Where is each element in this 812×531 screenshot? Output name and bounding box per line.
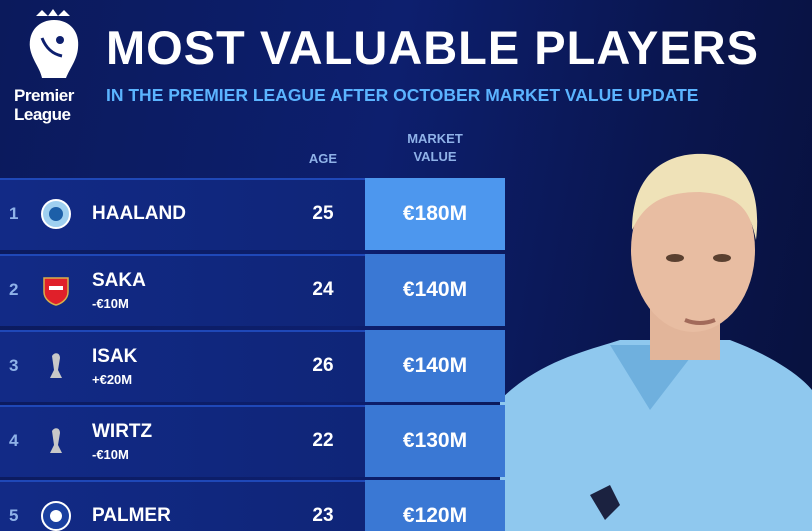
player-name: PALMER — [92, 505, 171, 526]
market-value: €130M — [365, 405, 505, 477]
player-name: SAKA — [92, 270, 146, 291]
row-background — [0, 330, 365, 402]
market-value: €140M — [365, 330, 505, 402]
league-name: Premier League — [14, 86, 74, 124]
rank: 4 — [9, 431, 19, 450]
market-value: €120M — [365, 480, 505, 531]
value-change: -€10M — [92, 296, 129, 311]
rank: 1 — [9, 204, 19, 223]
club-badge — [40, 350, 72, 382]
age: 25 — [312, 203, 334, 224]
value-change: +€20M — [92, 372, 133, 387]
club-badge — [40, 274, 72, 306]
age: 26 — [312, 355, 334, 376]
table-row: 3 ISAK +€20M 26 €140M — [0, 330, 505, 402]
column-header: AGE — [308, 151, 338, 166]
table-row: 1 HAALAND 25 €180M — [0, 178, 505, 250]
subtitle: IN THE PREMIER LEAGUE AFTER OCTOBER MARK… — [106, 85, 699, 105]
age: 24 — [312, 279, 334, 300]
age: 22 — [312, 430, 334, 451]
table-row: 4 WIRTZ -€10M 22 €130M — [0, 405, 505, 477]
player-photo — [500, 153, 812, 531]
market-value: €180M — [365, 178, 505, 250]
club-badge — [40, 198, 72, 230]
player-name: WIRTZ — [92, 421, 153, 442]
column-header: MARKET VALUE — [407, 131, 463, 164]
value-change: -€10M — [92, 447, 129, 462]
rank: 3 — [9, 356, 19, 375]
rank: 2 — [9, 280, 19, 299]
rank: 5 — [9, 506, 19, 525]
league-logo — [29, 9, 79, 78]
club-badge — [40, 500, 72, 531]
player-name: HAALAND — [92, 203, 186, 224]
market-value: €140M — [365, 254, 505, 326]
table-row: 5 PALMER 23 €120M — [0, 480, 505, 531]
table-row: 2 SAKA -€10M 24 €140M — [0, 254, 505, 326]
club-badge — [40, 425, 72, 457]
row-background — [0, 405, 365, 477]
player-name: ISAK — [92, 346, 138, 367]
title: MOST VALUABLE PLAYERS — [106, 21, 759, 74]
age: 23 — [312, 505, 334, 526]
